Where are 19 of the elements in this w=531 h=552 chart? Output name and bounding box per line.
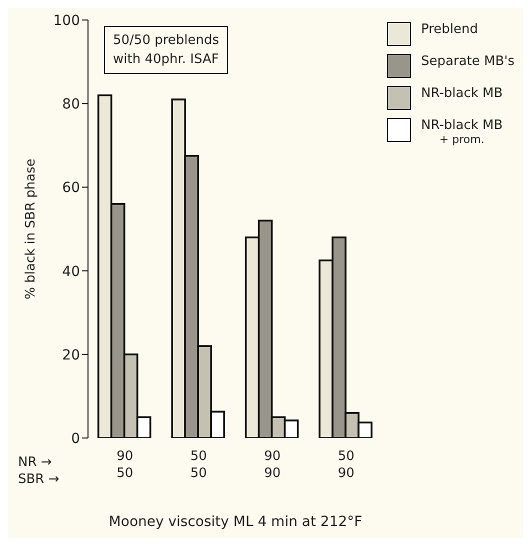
x-tick-label: 50 50 [190,449,207,481]
y-tick-label: 20 [62,347,80,364]
legend-label: NR-black MB [421,86,503,101]
legend-label: Preblend [421,22,478,37]
x-axis-title: Mooney viscosity ML 4 min at 212°F [108,514,362,530]
y-tick-label: 0 [71,430,80,447]
y-axis-title: % black in SBR phase [24,158,39,300]
y-tick-label: 60 [62,180,80,196]
y-tick-label: 80 [62,96,80,113]
x-tick-label: 50 90 [338,449,354,481]
legend-label: Separate MB's [421,54,514,69]
legend-label: NR-black MB + prom. [421,118,503,146]
text: NR → [18,455,52,470]
y-tick-label: 100 [53,12,80,29]
x-tick-label: 90 50 [116,449,134,481]
y-tick-label: 40 [62,264,80,280]
text: SBR → [18,472,60,487]
annotation: 50/50 preblends with 40phr. ISAF [113,32,220,69]
x-tick-label: 90 90 [264,449,281,481]
